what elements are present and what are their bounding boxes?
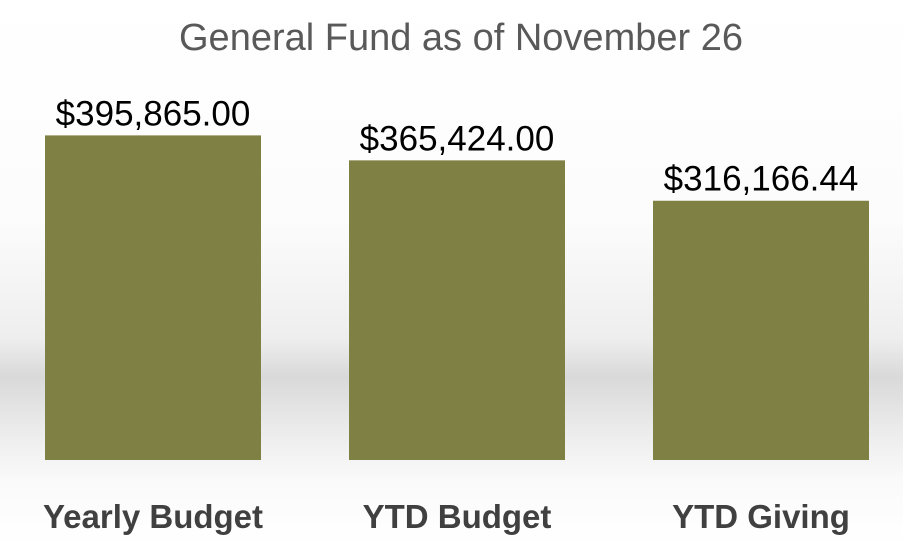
data-label-0: $395,865.00: [56, 94, 251, 133]
category-label-2: YTD Giving: [672, 498, 850, 535]
bar-0: [45, 135, 261, 461]
category-label-0: Yearly Budget: [43, 498, 263, 535]
bar-2: [653, 200, 869, 460]
bars-group: [45, 135, 869, 461]
data-label-1: $365,424.00: [360, 119, 555, 158]
data-label-2: $316,166.44: [664, 160, 859, 199]
category-labels-group: Yearly Budget YTD Budget YTD Giving: [43, 498, 850, 535]
category-label-1: YTD Budget: [363, 498, 552, 535]
bar-1: [349, 160, 565, 460]
data-labels-group: $395,865.00 $365,424.00 $316,166.44: [56, 94, 859, 198]
chart-title: General Fund as of November 26: [179, 17, 743, 59]
